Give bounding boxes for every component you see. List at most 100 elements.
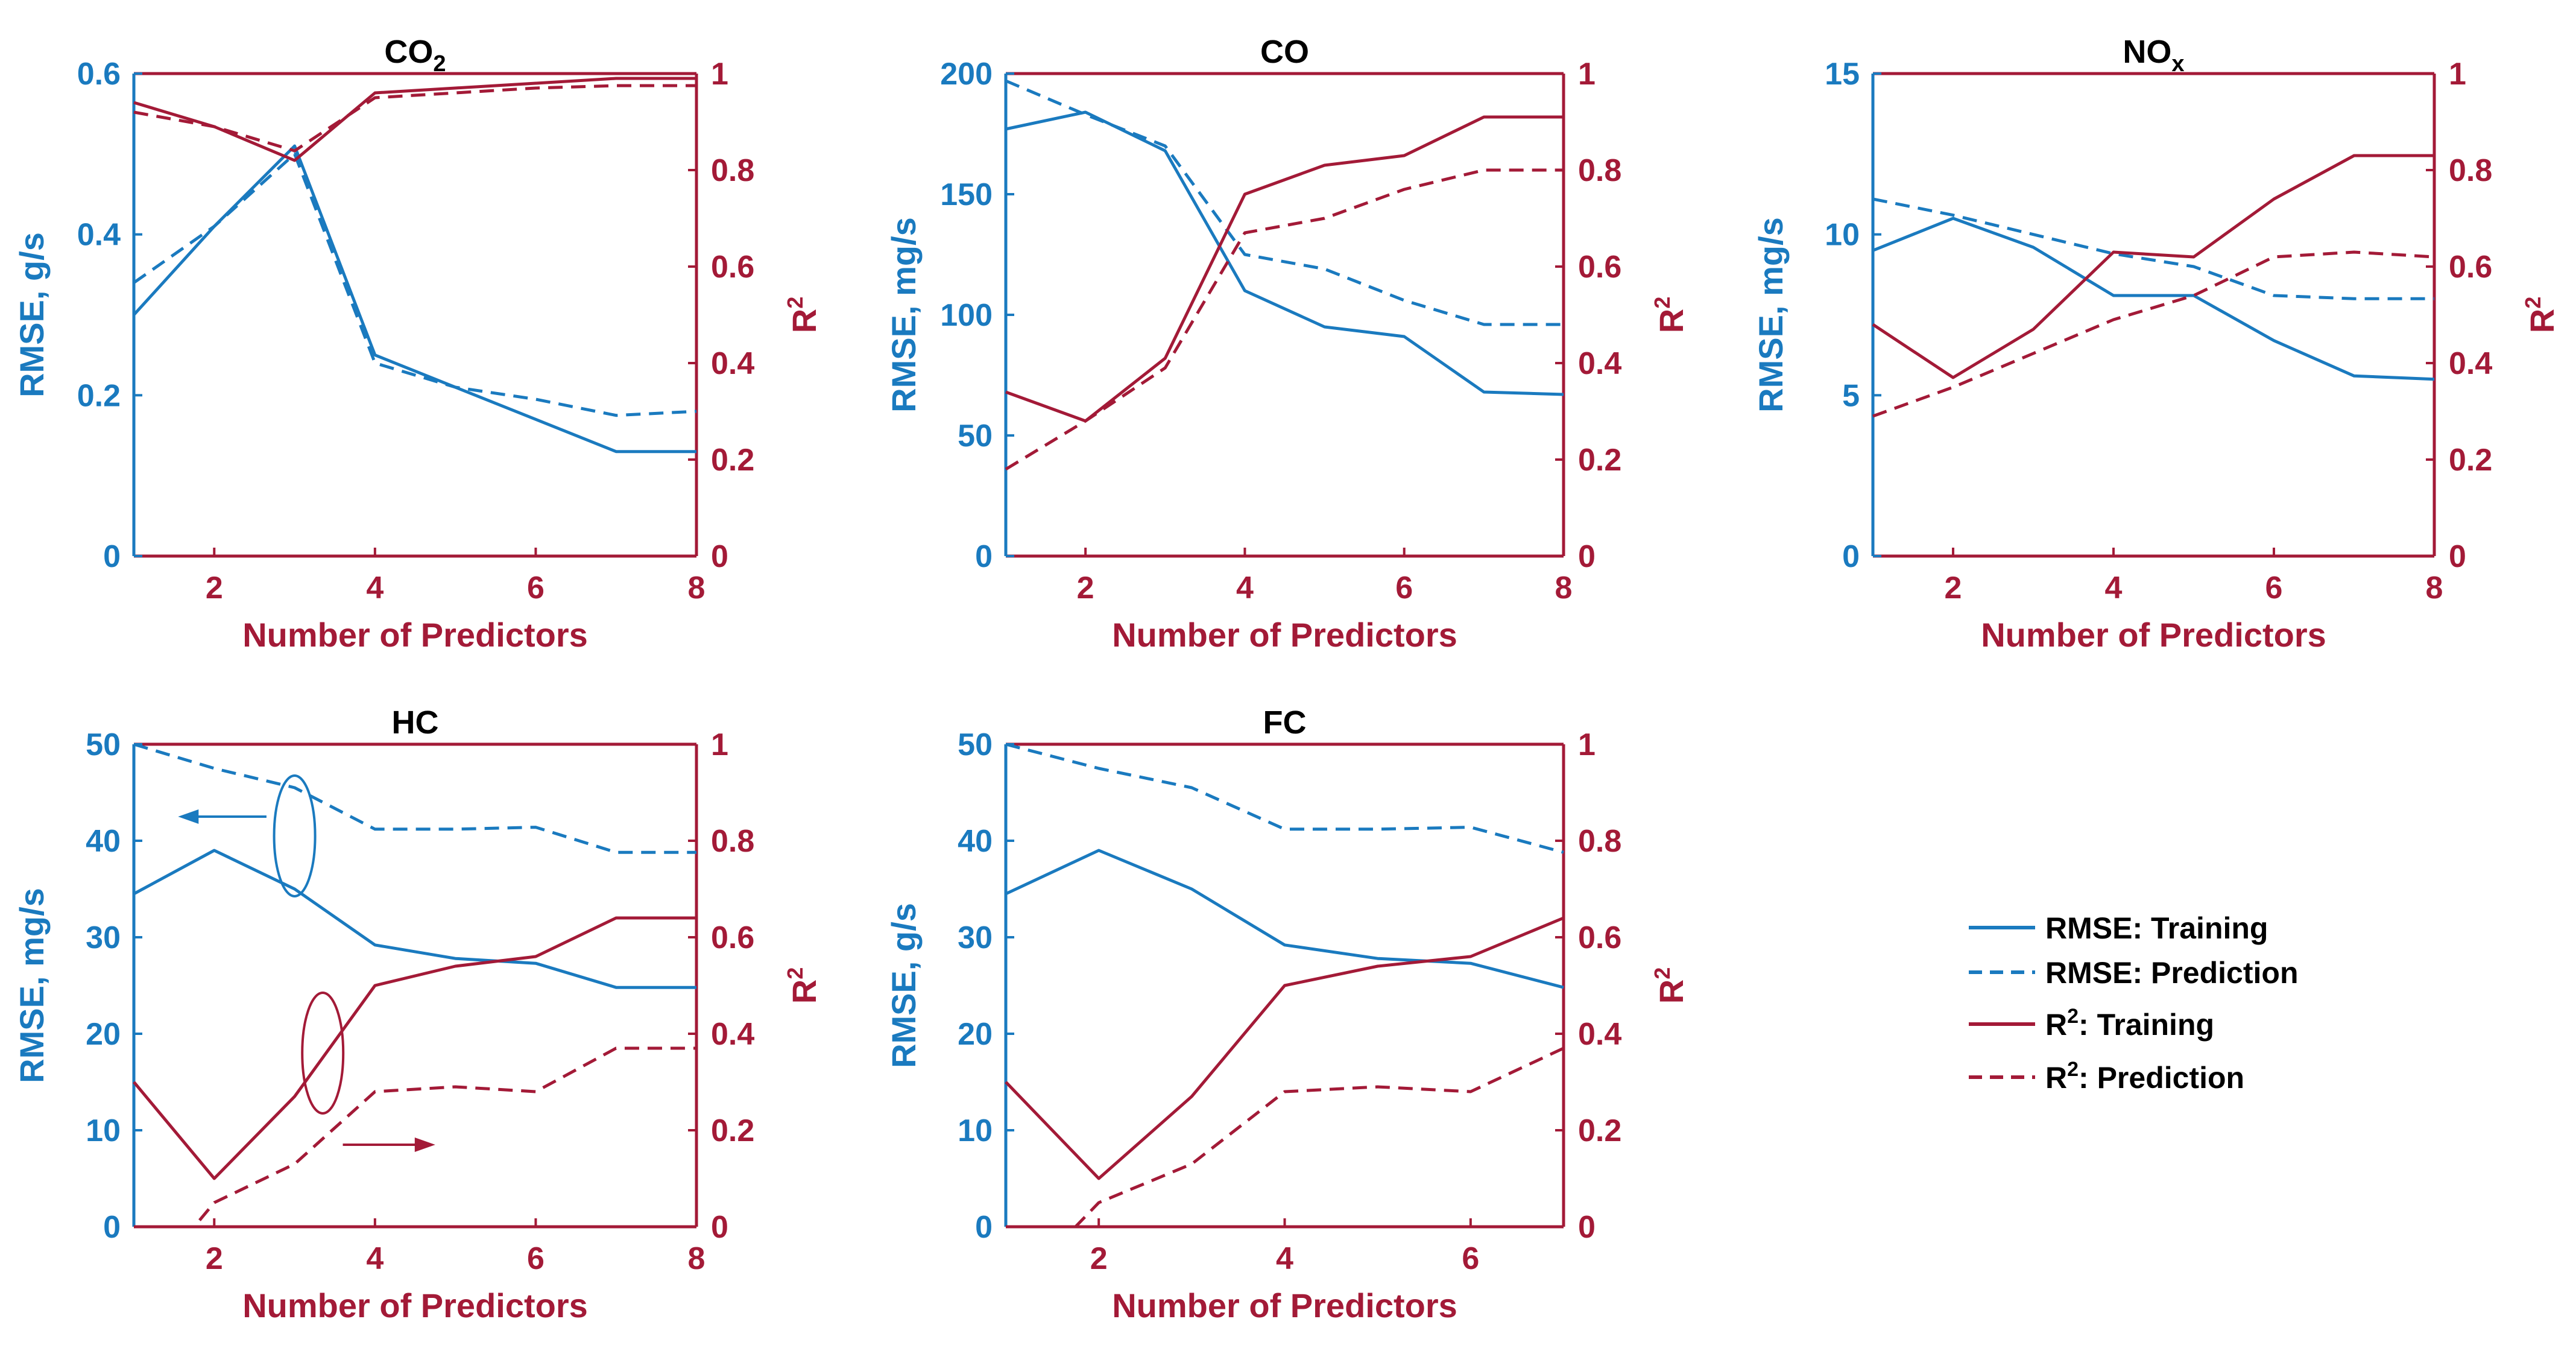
y-left-tick-label: 0 [975, 539, 993, 574]
chart-fc: 2 4 6 0 10 20 30 40 50 0 0.2 0.4 0.6 0.8 1 FC Number of … [885, 704, 1690, 1324]
x-tick-label: 8 [1555, 571, 1573, 606]
x-tick-label: 4 [366, 571, 384, 606]
y-left-tick-label: 0 [1842, 539, 1860, 574]
y-right-tick-label: 0.4 [711, 1017, 754, 1052]
x-axis-label: Number of Predictors [1981, 616, 2326, 654]
series-line-rmse-training [133, 849, 696, 989]
x-axis-label: Number of Predictors [242, 1286, 588, 1324]
y-left-tick-label: 40 [86, 824, 121, 859]
x-tick-label: 6 [527, 1241, 545, 1276]
y-right-tick-label: 0.6 [711, 920, 754, 955]
y-left-axis-label: RMSE, mg/s [1752, 217, 1790, 413]
y-left-tick-label: 40 [958, 824, 993, 859]
chart-title: NOx [2123, 34, 2184, 77]
y-left-tick-label: 0.4 [77, 218, 121, 253]
y-left-tick-label: 150 [940, 177, 993, 212]
y-left-tick-label: 20 [958, 1017, 993, 1052]
y-right-tick-label: 1 [1578, 57, 1596, 92]
y-left-tick-label: 10 [1825, 218, 1860, 253]
y-right-tick-label: 0 [711, 1210, 728, 1245]
x-tick-label: 4 [1236, 571, 1254, 606]
y-right-tick-label: 0 [1578, 1210, 1596, 1245]
y-right-tick-label: 1 [1578, 727, 1596, 762]
y-right-tick-label: 0.8 [711, 824, 754, 859]
y-right-tick-label: 1 [711, 727, 728, 762]
x-tick-label: 8 [688, 1241, 706, 1276]
y-left-tick-label: 0 [103, 1210, 121, 1245]
series-line-r2-training [1872, 154, 2434, 379]
chart-title: CO [1260, 34, 1309, 70]
chart-title: HC [392, 704, 439, 741]
y-right-tick-label: 0.2 [711, 1113, 754, 1148]
series-line-rmse-training [133, 144, 696, 454]
y-left-axis-label: RMSE, g/s [13, 232, 51, 397]
y-left-axis-label: RMSE, mg/s [885, 217, 923, 413]
y-left-tick-label: 0 [103, 539, 121, 574]
y-left-tick-label: 5 [1842, 378, 1860, 413]
x-tick-label: 4 [1276, 1241, 1293, 1276]
y-right-tick-label: 0.4 [1578, 346, 1621, 381]
y-left-tick-label: 0.2 [77, 378, 121, 413]
y-right-tick-label: 0.2 [1578, 443, 1621, 478]
x-axis-label: Number of Predictors [1112, 1286, 1457, 1324]
y-right-axis-label: R2 [2521, 297, 2561, 333]
series-line-r2-training [1005, 916, 1564, 1180]
y-right-tick-label: 0.8 [1578, 153, 1621, 188]
y-left-tick-label: 100 [940, 298, 993, 333]
y-right-axis-label: R2 [1650, 297, 1690, 333]
series-line-r2-prediction [1872, 250, 2435, 418]
series-line-r2-training [133, 916, 696, 1180]
legend-label-r2-training: R2: Training [2045, 1005, 2214, 1042]
y-left-tick-label: 20 [86, 1017, 121, 1052]
series-line-r2-prediction [134, 1046, 696, 1229]
series-line-r2-prediction [133, 84, 696, 153]
series-line-rmse-prediction [133, 742, 696, 854]
y-left-axis-label: RMSE, mg/s [13, 888, 51, 1083]
y-left-tick-label: 10 [958, 1113, 993, 1148]
series-line-rmse-prediction [133, 152, 697, 417]
y-left-tick-label: 0.6 [77, 57, 121, 92]
series-line-rmse-training [1005, 110, 1564, 396]
y-right-tick-label: 0.2 [1578, 1113, 1621, 1148]
x-tick-label: 2 [1090, 1241, 1108, 1276]
y-left-tick-label: 50 [86, 727, 121, 762]
y-left-tick-label: 30 [86, 920, 121, 955]
y-right-tick-label: 0.6 [1578, 250, 1621, 285]
x-tick-label: 2 [206, 1241, 223, 1276]
legend-label-r2-prediction: R2: Prediction [2045, 1058, 2244, 1095]
annotation-arrowhead-rmse [178, 809, 199, 824]
x-tick-label: 8 [688, 571, 706, 606]
y-left-tick-label: 50 [958, 727, 993, 762]
y-right-tick-label: 0 [711, 539, 728, 574]
series-line-r2-prediction [1006, 1046, 1565, 1229]
x-tick-label: 2 [1945, 571, 1962, 606]
series-line-r2-training [1005, 115, 1564, 423]
x-tick-label: 4 [2105, 571, 2123, 606]
y-right-tick-label: 0.8 [2449, 153, 2492, 188]
y-left-axis-label: RMSE, g/s [885, 903, 923, 1068]
series-line-rmse-training [1005, 849, 1564, 989]
series-line-r2-prediction [1005, 168, 1564, 471]
x-axis-label: Number of Predictors [1112, 616, 1457, 654]
y-right-tick-label: 1 [711, 57, 728, 92]
y-left-tick-label: 50 [958, 419, 993, 454]
series-line-rmse-prediction [1872, 197, 2434, 300]
x-tick-label: 6 [2265, 571, 2283, 606]
annotation-ellipse-rmse [273, 774, 317, 897]
y-right-tick-label: 0.4 [711, 346, 754, 381]
y-right-tick-label: 0.6 [711, 250, 754, 285]
x-tick-label: 6 [527, 571, 545, 606]
x-tick-label: 6 [1395, 571, 1413, 606]
y-right-tick-label: 0.2 [2449, 443, 2492, 478]
annotation-arrowhead-r2 [414, 1137, 435, 1152]
legend: RMSE: Training RMSE: Prediction R2: Trai… [1969, 911, 2298, 1095]
y-right-tick-label: 0.6 [1578, 920, 1621, 955]
series-line-rmse-prediction [1005, 742, 1564, 854]
y-right-tick-label: 0 [1578, 539, 1596, 574]
y-right-tick-label: 0.2 [711, 443, 754, 478]
x-tick-label: 2 [1077, 571, 1094, 606]
